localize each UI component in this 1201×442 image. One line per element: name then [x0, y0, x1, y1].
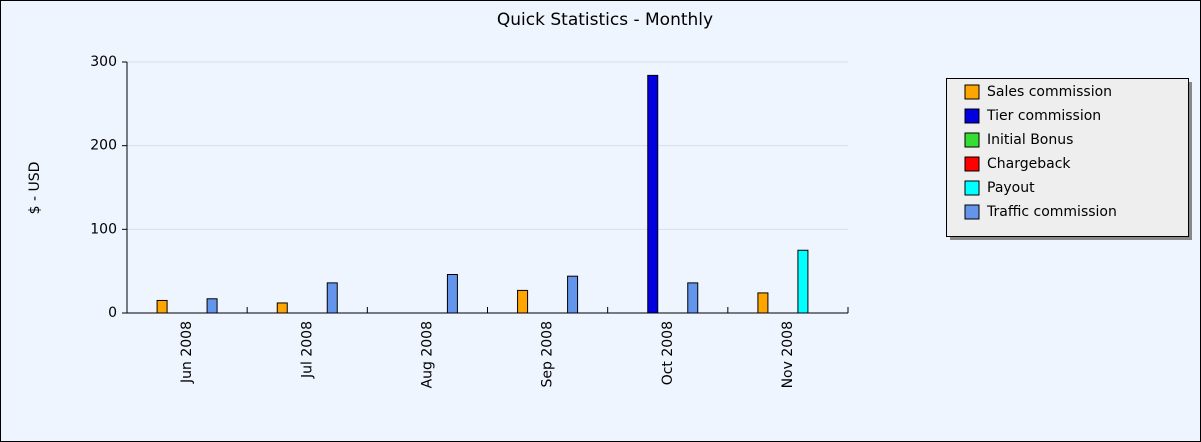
bar — [326, 282, 338, 314]
y-tick-label: 300 — [90, 54, 117, 70]
x-tick-label: Jun 2008 — [179, 321, 195, 384]
legend-swatch — [964, 156, 980, 172]
legend-label: Initial Bonus — [987, 132, 1073, 148]
bar — [446, 274, 458, 314]
bar — [647, 74, 659, 314]
y-tick-label: 200 — [90, 138, 117, 154]
legend-swatch — [964, 204, 980, 220]
chart-title: Quick Statistics - Monthly — [497, 10, 713, 30]
x-tick-label: Aug 2008 — [419, 321, 435, 388]
bar — [276, 302, 288, 314]
y-tick-label: 100 — [90, 221, 117, 237]
bar — [797, 249, 809, 314]
x-tick-label: Oct 2008 — [660, 321, 676, 385]
legend-label: Tier commission — [986, 108, 1101, 124]
bar — [156, 299, 168, 314]
bar — [567, 275, 579, 314]
legend-swatch — [964, 132, 980, 148]
bar — [517, 289, 529, 314]
y-tick-label: 0 — [108, 305, 117, 321]
bar — [206, 298, 218, 314]
legend-swatch — [964, 84, 980, 100]
legend-label: Payout — [987, 180, 1035, 196]
legend-box — [946, 78, 1189, 237]
legend-label: Traffic commission — [986, 204, 1117, 220]
legend-label: Sales commission — [987, 84, 1112, 100]
x-tick-label: Jul 2008 — [299, 321, 315, 379]
legend-swatch — [964, 180, 980, 196]
bar — [757, 292, 769, 314]
x-tick-label: Nov 2008 — [780, 321, 796, 388]
legend-swatch — [964, 108, 980, 124]
legend-label: Chargeback — [987, 156, 1071, 172]
x-tick-label: Sep 2008 — [540, 321, 556, 387]
bar — [687, 282, 699, 314]
y-axis-label: $ - USD — [27, 162, 43, 215]
